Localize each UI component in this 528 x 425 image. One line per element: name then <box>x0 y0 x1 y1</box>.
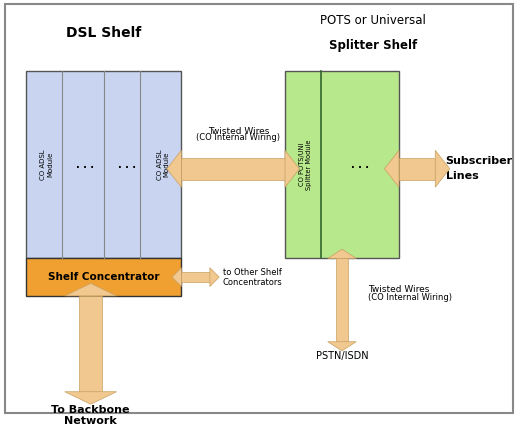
Polygon shape <box>210 268 219 286</box>
FancyBboxPatch shape <box>181 158 285 180</box>
Text: CO POTS/UNI
Splitter Module: CO POTS/UNI Splitter Module <box>299 139 312 190</box>
Text: . . .: . . . <box>118 160 136 170</box>
Text: Splitter Shelf: Splitter Shelf <box>329 40 417 52</box>
Text: Lines: Lines <box>446 171 478 181</box>
Polygon shape <box>435 150 450 187</box>
Text: Twisted Wires: Twisted Wires <box>368 285 429 294</box>
Polygon shape <box>384 150 399 187</box>
FancyBboxPatch shape <box>79 296 102 392</box>
FancyBboxPatch shape <box>285 71 399 258</box>
Text: CO ADSL
Module: CO ADSL Module <box>40 149 53 180</box>
Text: Shelf Concentrator: Shelf Concentrator <box>48 272 159 282</box>
Text: . . .: . . . <box>351 160 369 170</box>
Text: Network: Network <box>64 416 117 425</box>
Text: DSL Shelf: DSL Shelf <box>66 26 142 40</box>
Polygon shape <box>285 150 299 187</box>
Text: Subscriber: Subscriber <box>446 156 513 166</box>
FancyBboxPatch shape <box>399 158 435 180</box>
Polygon shape <box>172 268 181 286</box>
Polygon shape <box>328 342 356 351</box>
Text: Twisted Wires: Twisted Wires <box>208 127 269 136</box>
FancyBboxPatch shape <box>26 258 181 296</box>
Text: Concentrators: Concentrators <box>223 278 282 286</box>
Text: (CO Internal Wiring): (CO Internal Wiring) <box>368 293 452 303</box>
Polygon shape <box>65 392 117 404</box>
FancyBboxPatch shape <box>26 71 181 258</box>
Text: . . .: . . . <box>77 160 95 170</box>
Text: (CO Internal Wiring): (CO Internal Wiring) <box>196 133 280 142</box>
Text: To Backbone: To Backbone <box>51 405 130 416</box>
Polygon shape <box>65 283 117 296</box>
Text: POTS or Universal: POTS or Universal <box>320 14 426 27</box>
Text: PSTN/ISDN: PSTN/ISDN <box>316 351 369 361</box>
Polygon shape <box>167 150 181 187</box>
FancyBboxPatch shape <box>335 258 348 342</box>
FancyBboxPatch shape <box>5 4 513 413</box>
Text: to Other Shelf: to Other Shelf <box>223 268 281 277</box>
FancyBboxPatch shape <box>181 272 210 282</box>
Polygon shape <box>328 249 356 258</box>
Text: CO ADSL
Module: CO ADSL Module <box>157 149 169 180</box>
